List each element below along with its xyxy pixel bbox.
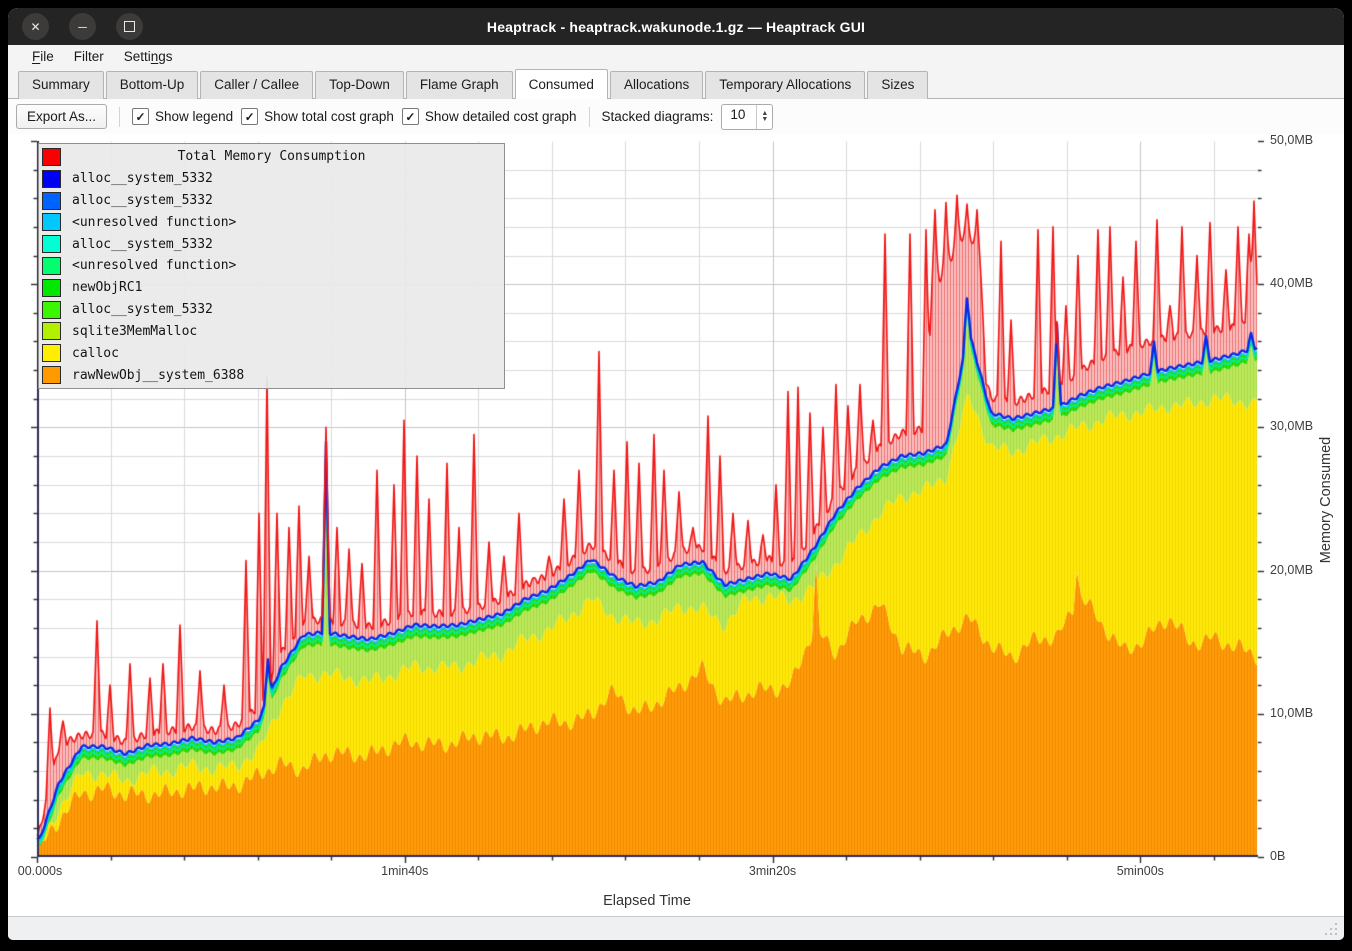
tab-bottom-up[interactable]: Bottom-Up (105, 71, 199, 99)
legend-label: newObjRC1 (72, 280, 143, 296)
spinbox-arrows[interactable]: ▲ ▼ (756, 104, 772, 129)
resize-grip-icon[interactable] (1325, 923, 1337, 935)
legend-label: <unresolved function> (72, 258, 237, 274)
legend-item: sqlite3MemMalloc (39, 321, 504, 341)
checkbox-label: Show detailed cost graph (424, 109, 577, 124)
legend-item: calloc (39, 343, 504, 363)
stacked-diagrams-spinbox[interactable]: 10 ▲ ▼ (721, 103, 774, 130)
close-button[interactable]: ✕ (22, 13, 49, 40)
close-icon: ✕ (30, 19, 41, 34)
toolbar-checkboxes: ✓ Show legend ✓ Show total cost graph ✓ Show … (132, 108, 577, 125)
legend-swatch (42, 322, 61, 341)
x-tick-label: 3min20s (748, 864, 797, 878)
legend-label: alloc__system_5332 (72, 236, 213, 252)
menu-file[interactable]: File (32, 49, 54, 64)
legend-item: newObjRC1 (39, 278, 504, 298)
legend-swatch (42, 191, 61, 210)
legend-label: alloc__system_5332 (72, 171, 213, 187)
tab-top-down[interactable]: Top-Down (315, 71, 404, 99)
menu-settings[interactable]: Settings (123, 49, 173, 64)
legend-swatch (42, 169, 61, 188)
legend-item: alloc__system_5332 (39, 169, 504, 189)
legend-label: sqlite3MemMalloc (72, 323, 198, 339)
legend-label: calloc (72, 345, 119, 361)
menu-bar: File Filter Settings (8, 45, 1344, 68)
checkbox-show-detailed-cost-graph[interactable]: ✓ Show detailed cost graph (401, 108, 577, 125)
spin-down-icon[interactable]: ▼ (761, 115, 769, 123)
y-tick-label: 50,0MB (1270, 133, 1314, 147)
legend-swatch (42, 235, 61, 254)
status-bar (8, 916, 1344, 940)
tab-consumed[interactable]: Consumed (514, 69, 608, 99)
legend-item: alloc__system_5332 (39, 234, 504, 254)
checkbox-icon[interactable]: ✓ (132, 108, 150, 125)
checkbox-label: Show legend (155, 109, 234, 124)
legend-item: <unresolved function> (39, 212, 504, 232)
window-controls: ✕ ─ (22, 13, 143, 40)
maximize-icon (124, 21, 135, 32)
legend-label: Total Memory Consumption (177, 149, 366, 165)
toolbar-separator (119, 106, 121, 127)
legend-swatch (42, 256, 61, 275)
checkbox-icon[interactable]: ✓ (241, 108, 259, 125)
y-tick-label: 30,0MB (1270, 419, 1314, 434)
tab-bar: Summary Bottom-Up Caller / Callee Top-Down F… (8, 68, 1344, 99)
chart-legend[interactable]: Total Memory Consumption alloc__system_53… (38, 143, 505, 389)
legend-swatch (42, 213, 61, 232)
legend-item: <unresolved function> (39, 256, 504, 276)
menu-filter[interactable]: Filter (73, 49, 104, 64)
window-title: Heaptrack - heaptrack.wakunode.1.gz — He… (486, 18, 866, 35)
legend-swatch (42, 300, 61, 319)
y-tick-label: 20,0MB (1270, 562, 1314, 577)
tab-allocations[interactable]: Allocations (609, 71, 704, 99)
legend-swatch (42, 147, 61, 166)
stacked-diagrams-value: 10 (730, 106, 746, 122)
legend-label: <unresolved function> (72, 214, 237, 230)
tab-sizes[interactable]: Sizes (867, 71, 929, 99)
checkbox-icon[interactable]: ✓ (401, 108, 419, 125)
minimize-icon: ─ (78, 19, 87, 34)
tab-caller-callee[interactable]: Caller / Callee (200, 71, 314, 99)
spin-up-icon[interactable]: ▲ (761, 109, 769, 117)
toolbar-separator (588, 106, 590, 127)
y-tick-label: 0B (1270, 849, 1286, 863)
title-bar[interactable]: ✕ ─ Heaptrack - heaptrack.wakunode.1.gz … (8, 8, 1344, 45)
tab-summary[interactable]: Summary (18, 71, 104, 99)
checkbox-label: Show total cost graph (264, 109, 394, 124)
x-tick-label: 5min00s (1116, 864, 1164, 878)
legend-item: alloc__system_5332 (39, 300, 504, 320)
legend-label: alloc__system_5332 (72, 193, 213, 209)
legend-item: rawNewObj__system_6388 (39, 365, 504, 385)
export-as-button[interactable]: Export As... (16, 104, 108, 129)
checkbox-show-total-cost-graph[interactable]: ✓ Show total cost graph (241, 108, 394, 125)
legend-item: Total Memory Consumption (39, 147, 504, 167)
legend-label: alloc__system_5332 (72, 302, 213, 318)
legend-swatch (42, 344, 61, 363)
minimize-button[interactable]: ─ (69, 13, 96, 40)
legend-item: alloc__system_5332 (39, 191, 504, 211)
maximize-button[interactable] (116, 13, 143, 40)
toolbar: Export As... ✓ Show legend ✓ Show total cos… (8, 99, 1344, 134)
x-tick-label: 00.000s (17, 864, 63, 878)
x-tick-label: 1min40s (381, 864, 429, 878)
legend-swatch (42, 278, 61, 297)
y-axis-title: Memory Consumed (1318, 436, 1334, 564)
legend-swatch (42, 366, 61, 385)
y-tick-label: 10,0MB (1270, 705, 1314, 720)
x-axis-title: Elapsed Time (603, 893, 691, 909)
y-tick-label: 40,0MB (1270, 276, 1314, 291)
checkbox-show-legend[interactable]: ✓ Show legend (132, 108, 233, 125)
stacked-diagrams-label: Stacked diagrams: (601, 109, 714, 124)
legend-label: rawNewObj__system_6388 (72, 367, 245, 383)
tab-temporary-allocations[interactable]: Temporary Allocations (705, 71, 866, 99)
tab-flame-graph[interactable]: Flame Graph (405, 71, 513, 99)
